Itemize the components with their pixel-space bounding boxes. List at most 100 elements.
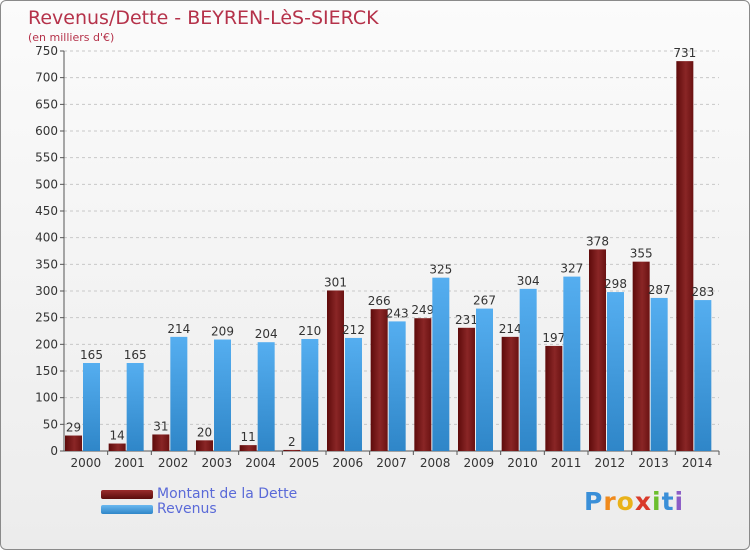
x-tick-label: 2006 bbox=[333, 456, 364, 470]
data-label-revenue: 287 bbox=[648, 283, 671, 297]
data-label-revenue: 214 bbox=[167, 322, 190, 336]
data-label-revenue: 243 bbox=[386, 306, 409, 320]
logo-letter: i bbox=[674, 487, 685, 516]
bar-revenue bbox=[301, 339, 319, 451]
data-label-debt: 11 bbox=[241, 430, 256, 444]
y-tick-label: 500 bbox=[35, 177, 58, 191]
x-tick-label: 2014 bbox=[682, 456, 713, 470]
bar-revenue bbox=[476, 308, 493, 451]
x-tick-label: 2011 bbox=[551, 456, 582, 470]
data-label-revenue: 327 bbox=[560, 262, 583, 276]
y-tick-label: 700 bbox=[35, 71, 58, 85]
bar-debt bbox=[501, 336, 519, 451]
bar-debt bbox=[65, 435, 82, 451]
bar-debt bbox=[414, 318, 432, 451]
bar-revenue bbox=[650, 297, 668, 451]
bar-debt bbox=[632, 261, 650, 451]
x-tick-label: 2001 bbox=[114, 456, 145, 470]
x-tick-label: 2010 bbox=[507, 456, 538, 470]
data-label-debt: 197 bbox=[542, 331, 565, 345]
data-label-debt: 731 bbox=[673, 46, 696, 60]
y-tick-label: 200 bbox=[35, 337, 58, 351]
bar-debt bbox=[239, 445, 257, 451]
y-tick-label: 450 bbox=[35, 204, 58, 218]
bar-debt bbox=[370, 309, 388, 451]
y-tick-label: 50 bbox=[43, 417, 58, 431]
bar-revenue bbox=[257, 342, 275, 451]
data-label-revenue: 210 bbox=[298, 324, 321, 338]
data-label-revenue: 267 bbox=[473, 294, 496, 308]
data-label-revenue: 165 bbox=[124, 348, 147, 362]
x-tick-label: 2012 bbox=[595, 456, 626, 470]
logo-letter: P bbox=[584, 487, 604, 516]
legend-swatch-revenue bbox=[101, 505, 153, 514]
y-tick-label: 300 bbox=[35, 284, 58, 298]
bar-revenue bbox=[432, 277, 450, 451]
bar-revenue bbox=[170, 336, 188, 451]
data-label-revenue: 325 bbox=[429, 263, 452, 277]
x-tick-label: 2007 bbox=[376, 456, 407, 470]
legend-swatch-debt bbox=[101, 490, 153, 499]
data-label-debt: 301 bbox=[324, 275, 347, 289]
bar-debt bbox=[545, 345, 563, 451]
x-tick-label: 2013 bbox=[638, 456, 669, 470]
y-tick-label: 0 bbox=[50, 444, 58, 458]
x-tick-label: 2003 bbox=[202, 456, 233, 470]
x-tick-label: 2004 bbox=[245, 456, 276, 470]
chart-title: Revenus/Dette - BEYREN-LèS-SIERCK bbox=[28, 7, 379, 29]
data-label-revenue: 283 bbox=[691, 285, 714, 299]
x-tick-label: 2000 bbox=[71, 456, 102, 470]
bar-revenue bbox=[519, 288, 537, 451]
bar-revenue bbox=[345, 337, 362, 451]
y-tick-label: 550 bbox=[35, 151, 58, 165]
bar-debt bbox=[283, 449, 301, 451]
bar-debt bbox=[196, 440, 213, 451]
bar-revenue bbox=[694, 300, 712, 451]
data-label-debt: 29 bbox=[66, 421, 81, 435]
bar-debt bbox=[589, 249, 606, 451]
data-label-debt: 2 bbox=[288, 435, 296, 449]
legend-label-debt: Montant de la Dette bbox=[157, 486, 298, 502]
logo-letter: t bbox=[661, 487, 675, 516]
data-label-revenue: 304 bbox=[517, 274, 540, 288]
data-label-revenue: 209 bbox=[211, 325, 234, 339]
data-label-debt: 378 bbox=[586, 234, 609, 248]
data-label-debt: 266 bbox=[368, 294, 391, 308]
bar-revenue bbox=[388, 321, 406, 451]
bar-revenue bbox=[214, 339, 231, 451]
logo-letter: o bbox=[616, 487, 635, 516]
data-label-revenue: 165 bbox=[80, 348, 103, 362]
bar-debt bbox=[676, 61, 694, 452]
data-label-debt: 231 bbox=[455, 313, 478, 327]
bar-debt bbox=[108, 443, 126, 451]
data-label-debt: 31 bbox=[153, 419, 168, 433]
x-tick-label: 2005 bbox=[289, 456, 320, 470]
data-label-debt: 355 bbox=[630, 247, 653, 261]
bar-debt bbox=[458, 327, 475, 451]
data-label-revenue: 212 bbox=[342, 323, 365, 337]
y-tick-label: 250 bbox=[35, 311, 58, 325]
data-label-debt: 249 bbox=[411, 303, 434, 317]
y-tick-label: 100 bbox=[35, 391, 58, 405]
x-tick-label: 2009 bbox=[464, 456, 495, 470]
x-tick-label: 2002 bbox=[158, 456, 189, 470]
y-tick-label: 150 bbox=[35, 364, 58, 378]
data-label-debt: 214 bbox=[499, 322, 522, 336]
bar-revenue bbox=[126, 363, 144, 451]
data-label-debt: 14 bbox=[110, 429, 125, 443]
data-label-debt: 20 bbox=[197, 425, 212, 439]
bar-debt bbox=[152, 434, 170, 451]
logo-letter: i bbox=[652, 487, 662, 516]
bar-revenue bbox=[607, 292, 624, 451]
y-tick-label: 600 bbox=[35, 124, 58, 138]
x-tick-label: 2008 bbox=[420, 456, 451, 470]
logo-letter: x bbox=[634, 487, 652, 516]
data-label-revenue: 298 bbox=[604, 277, 627, 291]
legend-label-revenue: Revenus bbox=[157, 501, 217, 517]
y-tick-label: 350 bbox=[35, 257, 58, 271]
y-tick-label: 750 bbox=[35, 44, 58, 58]
bar-debt bbox=[327, 290, 344, 451]
chart-subtitle: (en milliers d'€) bbox=[28, 31, 115, 44]
